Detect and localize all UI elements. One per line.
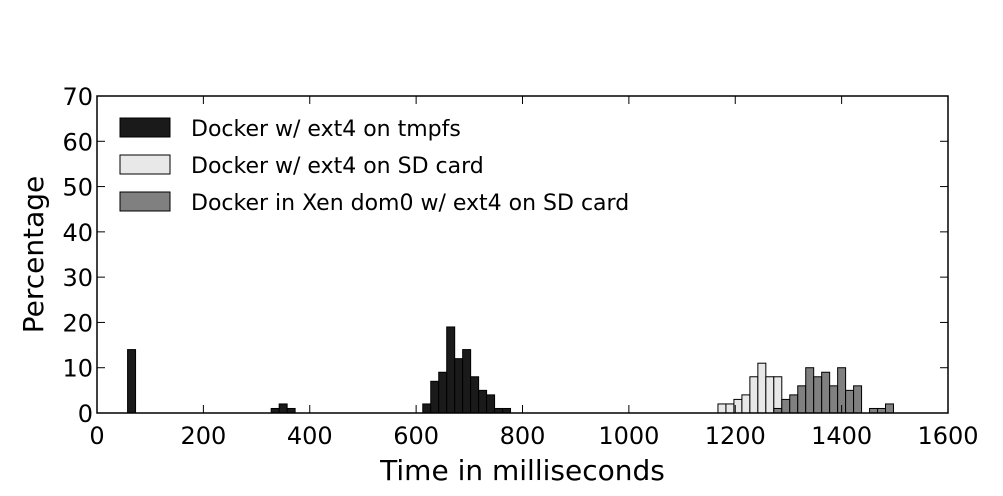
bar-series-1-680: [454, 358, 464, 414]
bar-series-1-350: [278, 403, 288, 414]
bar-series-1-65: [127, 349, 137, 414]
legend-label-2: Docker w/ ext4 on SD card: [191, 154, 484, 179]
bar-series-1-695: [462, 349, 472, 414]
bar-series-2-1190: [725, 403, 735, 414]
y-tick-label: 50: [62, 174, 93, 202]
bar-series-3-1325: [797, 385, 807, 414]
bar-series-3-1340: [805, 367, 815, 414]
legend: Docker w/ ext4 on tmpfs Docker w/ ext4 on…: [119, 117, 629, 216]
x-tick-label: 1400: [811, 422, 872, 450]
legend-label-1: Docker w/ ext4 on tmpfs: [191, 117, 461, 142]
y-tick-label: 40: [62, 219, 93, 247]
bar-series-3-1355: [813, 376, 823, 414]
bar-series-3-1295: [781, 398, 791, 414]
legend-swatch-2: [119, 154, 171, 175]
x-tick-label: 1000: [598, 422, 659, 450]
ticks-layer: 0 200 400 600 800 1000 1200 1400 1600 0 10 20 30 40 50…: [62, 83, 978, 450]
bar-series-1-725: [478, 389, 488, 414]
x-tick-label: 400: [287, 422, 333, 450]
y-tick-label: 10: [62, 355, 93, 383]
x-tick-label: 200: [180, 422, 226, 450]
bar-series-2-1235: [749, 376, 759, 414]
legend-label-3: Docker in Xen dom0 w/ ext4 on SD card: [191, 191, 629, 216]
x-tick-label: 1600: [917, 422, 978, 450]
legend-swatch-3: [119, 191, 171, 212]
bar-series-1-665: [446, 326, 456, 414]
legend-swatch-1: [119, 117, 171, 138]
bar-series-2-1220: [741, 394, 751, 414]
x-tick-label: 600: [393, 422, 439, 450]
bar-series-3-1310: [789, 394, 799, 414]
bar-series-1-710: [470, 376, 480, 414]
y-tick-label: 60: [62, 128, 93, 156]
y-tick-label: 70: [62, 83, 93, 111]
bar-series-3-1415: [845, 389, 855, 414]
bar-series-3-1430: [853, 385, 863, 414]
bars-layer: [127, 326, 894, 414]
bar-series-1-620: [422, 403, 432, 414]
bar-series-2-1265: [765, 376, 775, 414]
x-tick-label: 800: [500, 422, 546, 450]
y-tick-label: 30: [62, 264, 93, 292]
bar-series-1-740: [486, 394, 496, 414]
y-axis-title: Percentage: [17, 176, 50, 334]
bar-series-3-1370: [821, 371, 831, 414]
plot-frame: [96, 95, 949, 414]
bar-series-1-650: [438, 371, 448, 414]
bar-series-2-1175: [717, 403, 727, 414]
bar-series-3-1385: [829, 385, 839, 414]
bar-series-2-1250: [757, 362, 767, 414]
bar-series-1-635: [430, 380, 440, 414]
y-tick-label: 0: [78, 400, 93, 428]
x-tick-label: 1200: [705, 422, 766, 450]
bar-series-2-1280: [773, 376, 783, 414]
x-axis-title: Time in milliseconds: [379, 454, 665, 487]
bar-series-3-1490: [885, 403, 894, 414]
x-tick-label: 0: [89, 422, 104, 450]
y-tick-label: 20: [62, 309, 93, 337]
